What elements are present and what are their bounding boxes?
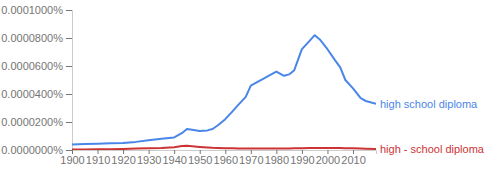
y-tick-label: 0.0000600% [1,60,63,72]
y-tick-label: 0.0001000% [1,4,63,16]
x-tick-label: 1940 [162,154,186,166]
y-axis: 0.0000000% 0.0000200% 0.0000400% 0.0000600%… [1,4,72,156]
x-axis: 1900191019201930194019501960197019801990… [60,150,376,166]
chart-svg: 0.0000000% 0.0000200% 0.0000400% 0.0000600%… [0,0,500,170]
x-tick-label: 1970 [239,154,263,166]
x-tick-label: 2000 [316,154,340,166]
y-tick-mark [66,94,72,95]
plot: 0.0000000% 0.0000200% 0.0000400% 0.0000600%… [1,4,485,166]
y-tick-mark [66,10,72,11]
x-tick: 1960 [214,150,238,166]
x-tick-label: 1950 [188,154,212,166]
y-tick: 0.0000200% [1,116,72,128]
x-tick: 1910 [86,150,110,166]
y-tick: 0.0001000% [1,4,72,16]
series-line [72,146,376,150]
x-tick: 1920 [111,150,135,166]
x-tick-label: 1910 [86,154,110,166]
y-tick-label: 0.0000800% [1,32,63,44]
series-label: high - school diploma [380,143,485,155]
y-tick-mark [66,66,72,67]
x-tick-label: 1980 [265,154,289,166]
x-tick: 1900 [60,150,84,166]
y-tick: 0.0000600% [1,60,72,72]
x-tick: 1950 [188,150,212,166]
y-tick-mark [66,38,72,39]
x-tick-label: 1960 [214,154,238,166]
lines [72,35,376,149]
x-tick: 1970 [239,150,263,166]
x-tick: 1940 [162,150,186,166]
y-tick-label: 0.0000000% [1,144,63,156]
y-tick: 0.0000400% [1,88,72,100]
x-tick-label: 1930 [137,154,161,166]
x-tick: 1930 [137,150,161,166]
y-tick-mark [66,122,72,123]
x-tick: 2000 [316,150,340,166]
x-tick-label: 2010 [341,154,365,166]
x-tick-label: 1920 [111,154,135,166]
chart-container: 0.0000000% 0.0000200% 0.0000400% 0.0000600%… [0,0,500,170]
y-tick-label: 0.0000200% [1,116,63,128]
x-tick: 1980 [265,150,289,166]
y-tick-mark [66,150,72,151]
series-label: high school diploma [380,98,478,110]
x-tick: 2010 [341,150,365,166]
y-tick-label: 0.0000400% [1,88,63,100]
x-tick: 1990 [290,150,314,166]
x-tick-label: 1990 [290,154,314,166]
y-axis-line [66,11,73,151]
y-tick: 0.0000800% [1,32,72,44]
x-tick-label: 1900 [60,154,84,166]
series-labels: high school diploma high - school diploma [380,98,485,155]
series-line [72,35,376,144]
